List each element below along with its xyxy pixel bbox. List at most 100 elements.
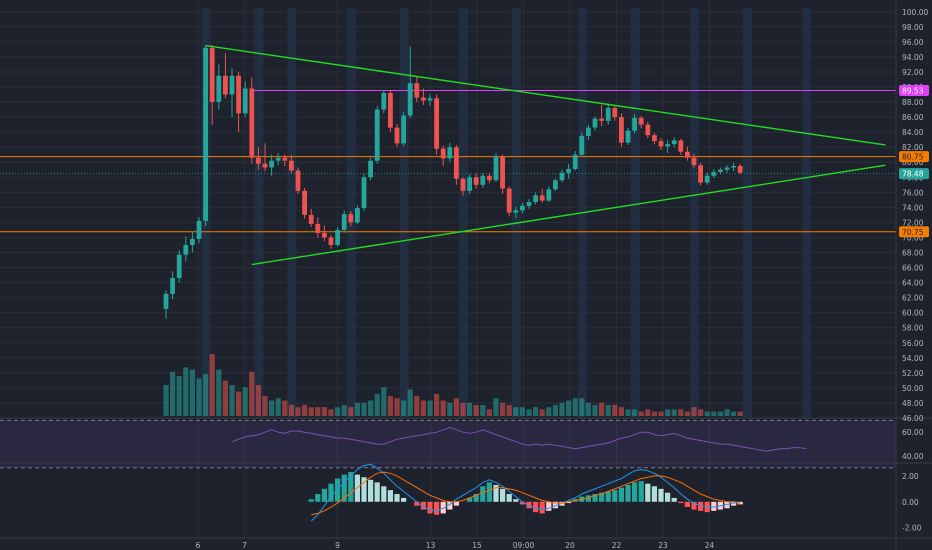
macd-histogram-bar [513,499,519,502]
macd-panel [308,463,743,522]
volume-bar [684,411,690,416]
candle-body [223,75,228,95]
macd-histogram-bar [724,501,730,509]
volume-bar [658,411,664,416]
macd-histogram-bar [506,494,512,502]
candle-body [170,278,175,294]
macd-histogram-bar [533,501,539,513]
volume-bar [275,398,281,416]
price-tick-label: 52.00 [902,369,924,378]
volume-bar [724,409,730,416]
macd-tick-label: -2.00 [902,524,922,533]
price-tick-label: 62.00 [902,294,924,303]
time-axis[interactable]: 6 7 9 13 15 09:00 20 22 23 24 [196,541,715,550]
volume-bar [592,404,598,416]
macd-histogram-bar [381,486,387,502]
macd-histogram-bar [473,494,479,502]
price-tick-label: 84.00 [902,128,924,137]
volume-bar [579,398,585,416]
candle-body [539,195,545,201]
macd-histogram-bar [585,495,591,502]
candle-body [572,154,578,169]
price-tick-label: 74.00 [902,203,924,212]
volume-bar [447,402,453,416]
time-tick-label: 22 [612,541,622,550]
candle-body [176,254,182,279]
volume-bar [717,411,723,416]
price-tick-label: 64.00 [902,279,924,288]
volume-bar [539,409,545,416]
candle-body [421,97,426,101]
macd-histogram-bar [592,494,598,502]
level-badge-bg [899,151,929,163]
price-tick-label: 100.00 [902,8,928,17]
volume-bar [704,411,710,416]
candle-body [652,135,657,142]
volume-bar [506,404,512,416]
candle-body [236,75,241,114]
time-tick-label: 13 [426,541,436,550]
candle-body [302,190,307,215]
candle-body [242,88,248,114]
volume-bar [625,409,631,416]
volume-bar [295,407,301,416]
candle-body [619,117,624,143]
volume-bar [618,407,624,416]
volume-bar [731,411,737,416]
volume-bar [183,367,189,416]
macd-histogram-bar [467,497,473,502]
candle-body [447,147,453,159]
volume-bar [691,407,697,416]
candlesticks [163,44,743,319]
macd-histogram-bar [526,501,532,509]
session-band [690,8,699,418]
candle-body [414,83,420,98]
candle-body [533,195,538,203]
candle-body [665,144,670,147]
time-tick-label: 7 [242,541,247,550]
volume-bar [698,409,704,416]
rsi-band-fill [0,420,896,468]
last-price-badge: 78.48 [902,170,924,179]
candle-body [460,178,466,191]
macd-histogram-bar [308,499,314,502]
candle-body [645,124,651,136]
trendline-upper[interactable] [205,44,886,146]
macd-histogram-bar [493,484,499,502]
trendlines[interactable] [205,44,886,266]
candle-body [374,109,380,161]
macd-histogram-bar [546,501,552,511]
volume-bar [269,400,275,416]
volume-bar [255,385,261,416]
rsi-tick-label: 60.00 [902,428,924,437]
volume-bar [533,407,539,416]
candle-body [269,160,274,168]
macd-histogram-bar [500,488,506,502]
volume-bar [605,404,611,416]
candle-body [579,135,585,155]
candle-body [315,223,321,233]
candle-body [685,151,690,158]
candle-body [289,160,294,171]
last-price-badge-bg [899,168,929,180]
macd-histogram-bar [665,492,671,502]
macd-histogram-bar [671,497,677,502]
price-tick-label: 80.00 [902,158,924,167]
rsi-line [231,426,807,452]
trendline-lower[interactable] [251,164,886,266]
candle-body [625,130,631,143]
level-badge: 70.75 [902,228,924,237]
price-tick-label: 56.00 [902,339,924,348]
candle-body [190,238,195,245]
volume-bar [500,402,506,416]
candle-body [196,220,202,239]
session-band [459,8,468,418]
macd-histogram-bar [348,472,354,502]
time-tick-label: 15 [472,541,482,550]
grid-lines [0,0,896,538]
price-axis[interactable]: 100.0098.0096.0094.0092.0090.0088.0086.0… [902,8,928,533]
candle-body [328,237,334,245]
